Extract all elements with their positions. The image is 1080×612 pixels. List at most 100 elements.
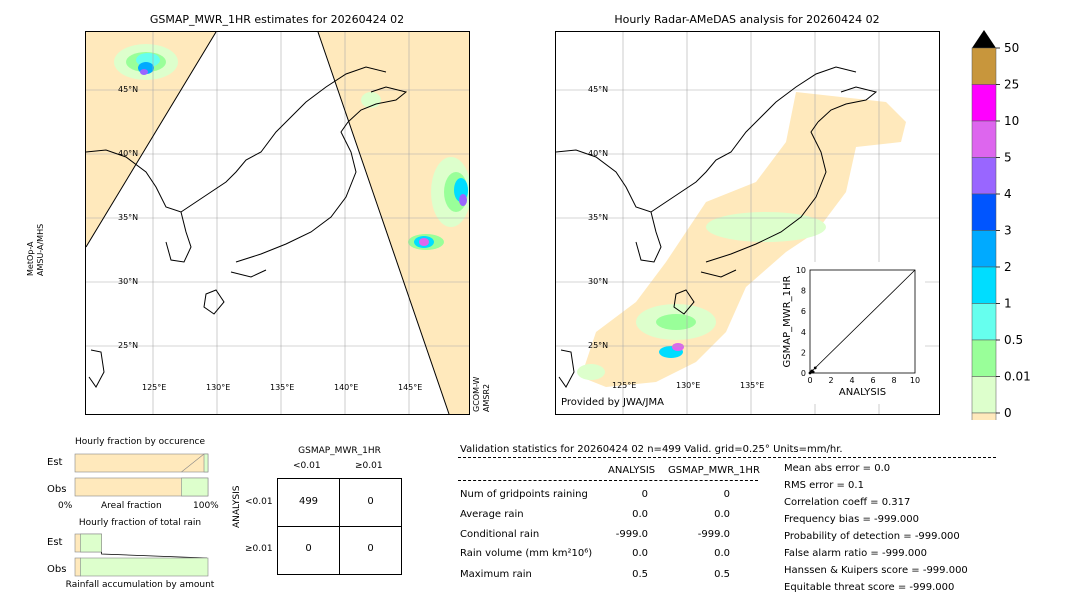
stat-right-4: Probability of detection = -999.000 bbox=[784, 531, 960, 542]
colorbar-segment bbox=[971, 376, 997, 414]
right-lon-130: 130°E bbox=[676, 381, 701, 390]
stats-divider-mid bbox=[458, 480, 758, 481]
right-lat-30: 30°N bbox=[588, 277, 609, 286]
left-lon-125: 125°E bbox=[142, 383, 167, 392]
right-map bbox=[555, 31, 940, 415]
radar-credit: Provided by JWA/JMA bbox=[561, 397, 664, 408]
scatter-ytick: 8 bbox=[801, 287, 806, 296]
occ-xlabel: Areal fraction bbox=[101, 501, 162, 511]
contingency-grid: 499 0 0 0 bbox=[277, 478, 402, 575]
right-lon-135: 135°E bbox=[740, 381, 765, 390]
occ-est-bar bbox=[74, 453, 209, 473]
right-map-title: Hourly Radar-AMeDAS analysis for 2026042… bbox=[614, 13, 880, 26]
right-lat-45: 45°N bbox=[588, 85, 609, 94]
left-lon-130: 130°E bbox=[206, 383, 231, 392]
colorbar-extend-triangle bbox=[972, 30, 996, 48]
colorbar-label: 4 bbox=[1004, 187, 1012, 201]
occ-obs-rain bbox=[181, 477, 209, 497]
scatter-xlabel: ANALYSIS bbox=[839, 387, 886, 398]
scatter-xtick: 2 bbox=[828, 376, 833, 385]
occurrence-title: Hourly fraction by occurence bbox=[74, 437, 206, 447]
occ-est-label: Est bbox=[47, 457, 63, 468]
left-lon-135: 135°E bbox=[270, 383, 295, 392]
scatter-inset: 00 2 2 4 4 6 6 8 8 10 10 ANALYSIS GSMAP_MWR_1HR bbox=[780, 262, 925, 404]
left-lat-25: 25°N bbox=[118, 341, 139, 350]
left-lat-35: 35°N bbox=[118, 213, 139, 222]
right-sat-label: GCOM-W AMSR2 bbox=[472, 312, 492, 412]
scatter-xtick: 8 bbox=[891, 376, 896, 385]
sat-right-line1: GCOM-W bbox=[472, 376, 481, 412]
colorbar-segment bbox=[971, 157, 997, 195]
cell-00: 499 bbox=[298, 496, 319, 507]
left-lat-30: 30°N bbox=[118, 277, 139, 286]
stat-g-2: -999.0 bbox=[697, 529, 730, 540]
occ-connector bbox=[181, 453, 205, 473]
stat-a-1: 0.0 bbox=[632, 509, 648, 520]
scatter-xtick: 10 bbox=[910, 376, 920, 385]
sat-right-line2: AMSR2 bbox=[482, 383, 491, 412]
occ-x0: 0% bbox=[58, 501, 73, 511]
colorbar-label: 0 bbox=[1004, 406, 1012, 420]
colorbar-label: 2 bbox=[1004, 260, 1012, 274]
colorbar-segment bbox=[971, 193, 997, 231]
totalrain-xlabel: Rainfall accumulation by amount bbox=[65, 580, 215, 590]
contingency-title: GSMAP_MWR_1HR bbox=[298, 446, 381, 456]
stat-label-1: Average rain bbox=[460, 509, 524, 520]
right-lat-40: 40°N bbox=[588, 149, 609, 158]
scatter-ytick: 10 bbox=[796, 266, 806, 275]
colorbar-segment bbox=[971, 303, 997, 341]
swath-right bbox=[318, 32, 469, 414]
left-map-canvas bbox=[86, 32, 469, 414]
sat-left-line1: MetOp-A bbox=[26, 241, 35, 276]
contingency-row-axis: ANALYSIS bbox=[232, 485, 242, 528]
colorbar-label: 50 bbox=[1004, 41, 1019, 55]
scatter-ytick: 6 bbox=[801, 307, 806, 316]
occurrence-chart bbox=[74, 453, 209, 497]
stat-label-0: Num of gridpoints raining bbox=[460, 489, 588, 500]
scatter-ytick: 2 bbox=[801, 348, 806, 357]
scatter-plot-area: 00 2 2 4 4 6 6 8 8 10 10 ANALYSIS GSMAP_MWR_1HR bbox=[782, 266, 920, 398]
sat-left-line2: AMSU-A/MHS bbox=[36, 223, 45, 276]
colorbar-label: 0.01 bbox=[1004, 370, 1031, 384]
scatter-xtick: 4 bbox=[849, 376, 854, 385]
colorbar-segments: 50 25 10 5 4 3 2 1 0.5 0.01 0 bbox=[971, 30, 1031, 420]
colorbar-label: 3 bbox=[1004, 224, 1012, 238]
scatter-ytick: 4 bbox=[801, 328, 806, 337]
stats-divider-top bbox=[458, 457, 996, 458]
scatter-ytick: 0 bbox=[801, 369, 806, 378]
scatter-point bbox=[811, 370, 815, 374]
contingency-col1: ≥0.01 bbox=[355, 461, 383, 471]
scatter-xtick: 6 bbox=[870, 376, 875, 385]
totalrain-chart bbox=[74, 533, 209, 577]
left-lon-140: 140°E bbox=[334, 383, 359, 392]
left-map bbox=[85, 31, 470, 415]
stat-a-3: 0.0 bbox=[632, 548, 648, 559]
colorbar-segment bbox=[971, 84, 997, 122]
left-lat-40: 40°N bbox=[118, 149, 139, 158]
cell-10: 0 bbox=[305, 543, 312, 554]
stat-right-3: Frequency bias = -999.000 bbox=[784, 514, 919, 525]
stat-a-2: -999.0 bbox=[615, 529, 648, 540]
cell-01: 0 bbox=[367, 496, 374, 507]
stat-a-0: 0 bbox=[641, 489, 648, 500]
scatter-point bbox=[813, 366, 817, 370]
left-map-title: GSMAP_MWR_1HR estimates for 20260424 02 bbox=[149, 13, 405, 26]
rain-obs-bar bbox=[80, 557, 209, 577]
stat-g-1: 0.0 bbox=[714, 509, 730, 520]
colorbar-label: 1 bbox=[1004, 297, 1012, 311]
stat-g-3: 0.0 bbox=[714, 548, 730, 559]
colorbar-segment bbox=[971, 412, 997, 420]
rain-obs-label: Obs bbox=[47, 564, 67, 575]
stat-right-6: Hanssen & Kuipers score = -999.000 bbox=[784, 565, 968, 576]
contingency-row1: ≥0.01 bbox=[245, 544, 273, 554]
scatter-diagonal bbox=[809, 269, 916, 374]
scatter-ylabel: GSMAP_MWR_1HR bbox=[782, 276, 793, 368]
rain-obs-bar-light bbox=[74, 557, 81, 577]
colorbar-segment bbox=[971, 266, 997, 304]
colorbar-segment bbox=[971, 120, 997, 158]
stats-header: Validation statistics for 20260424 02 n=… bbox=[460, 444, 843, 455]
stats-col-analysis: ANALYSIS bbox=[608, 465, 656, 476]
stat-label-4: Maximum rain bbox=[460, 569, 532, 580]
totalrain-title: Hourly fraction of total rain bbox=[78, 518, 202, 528]
right-lon-125: 125°E bbox=[612, 381, 637, 390]
